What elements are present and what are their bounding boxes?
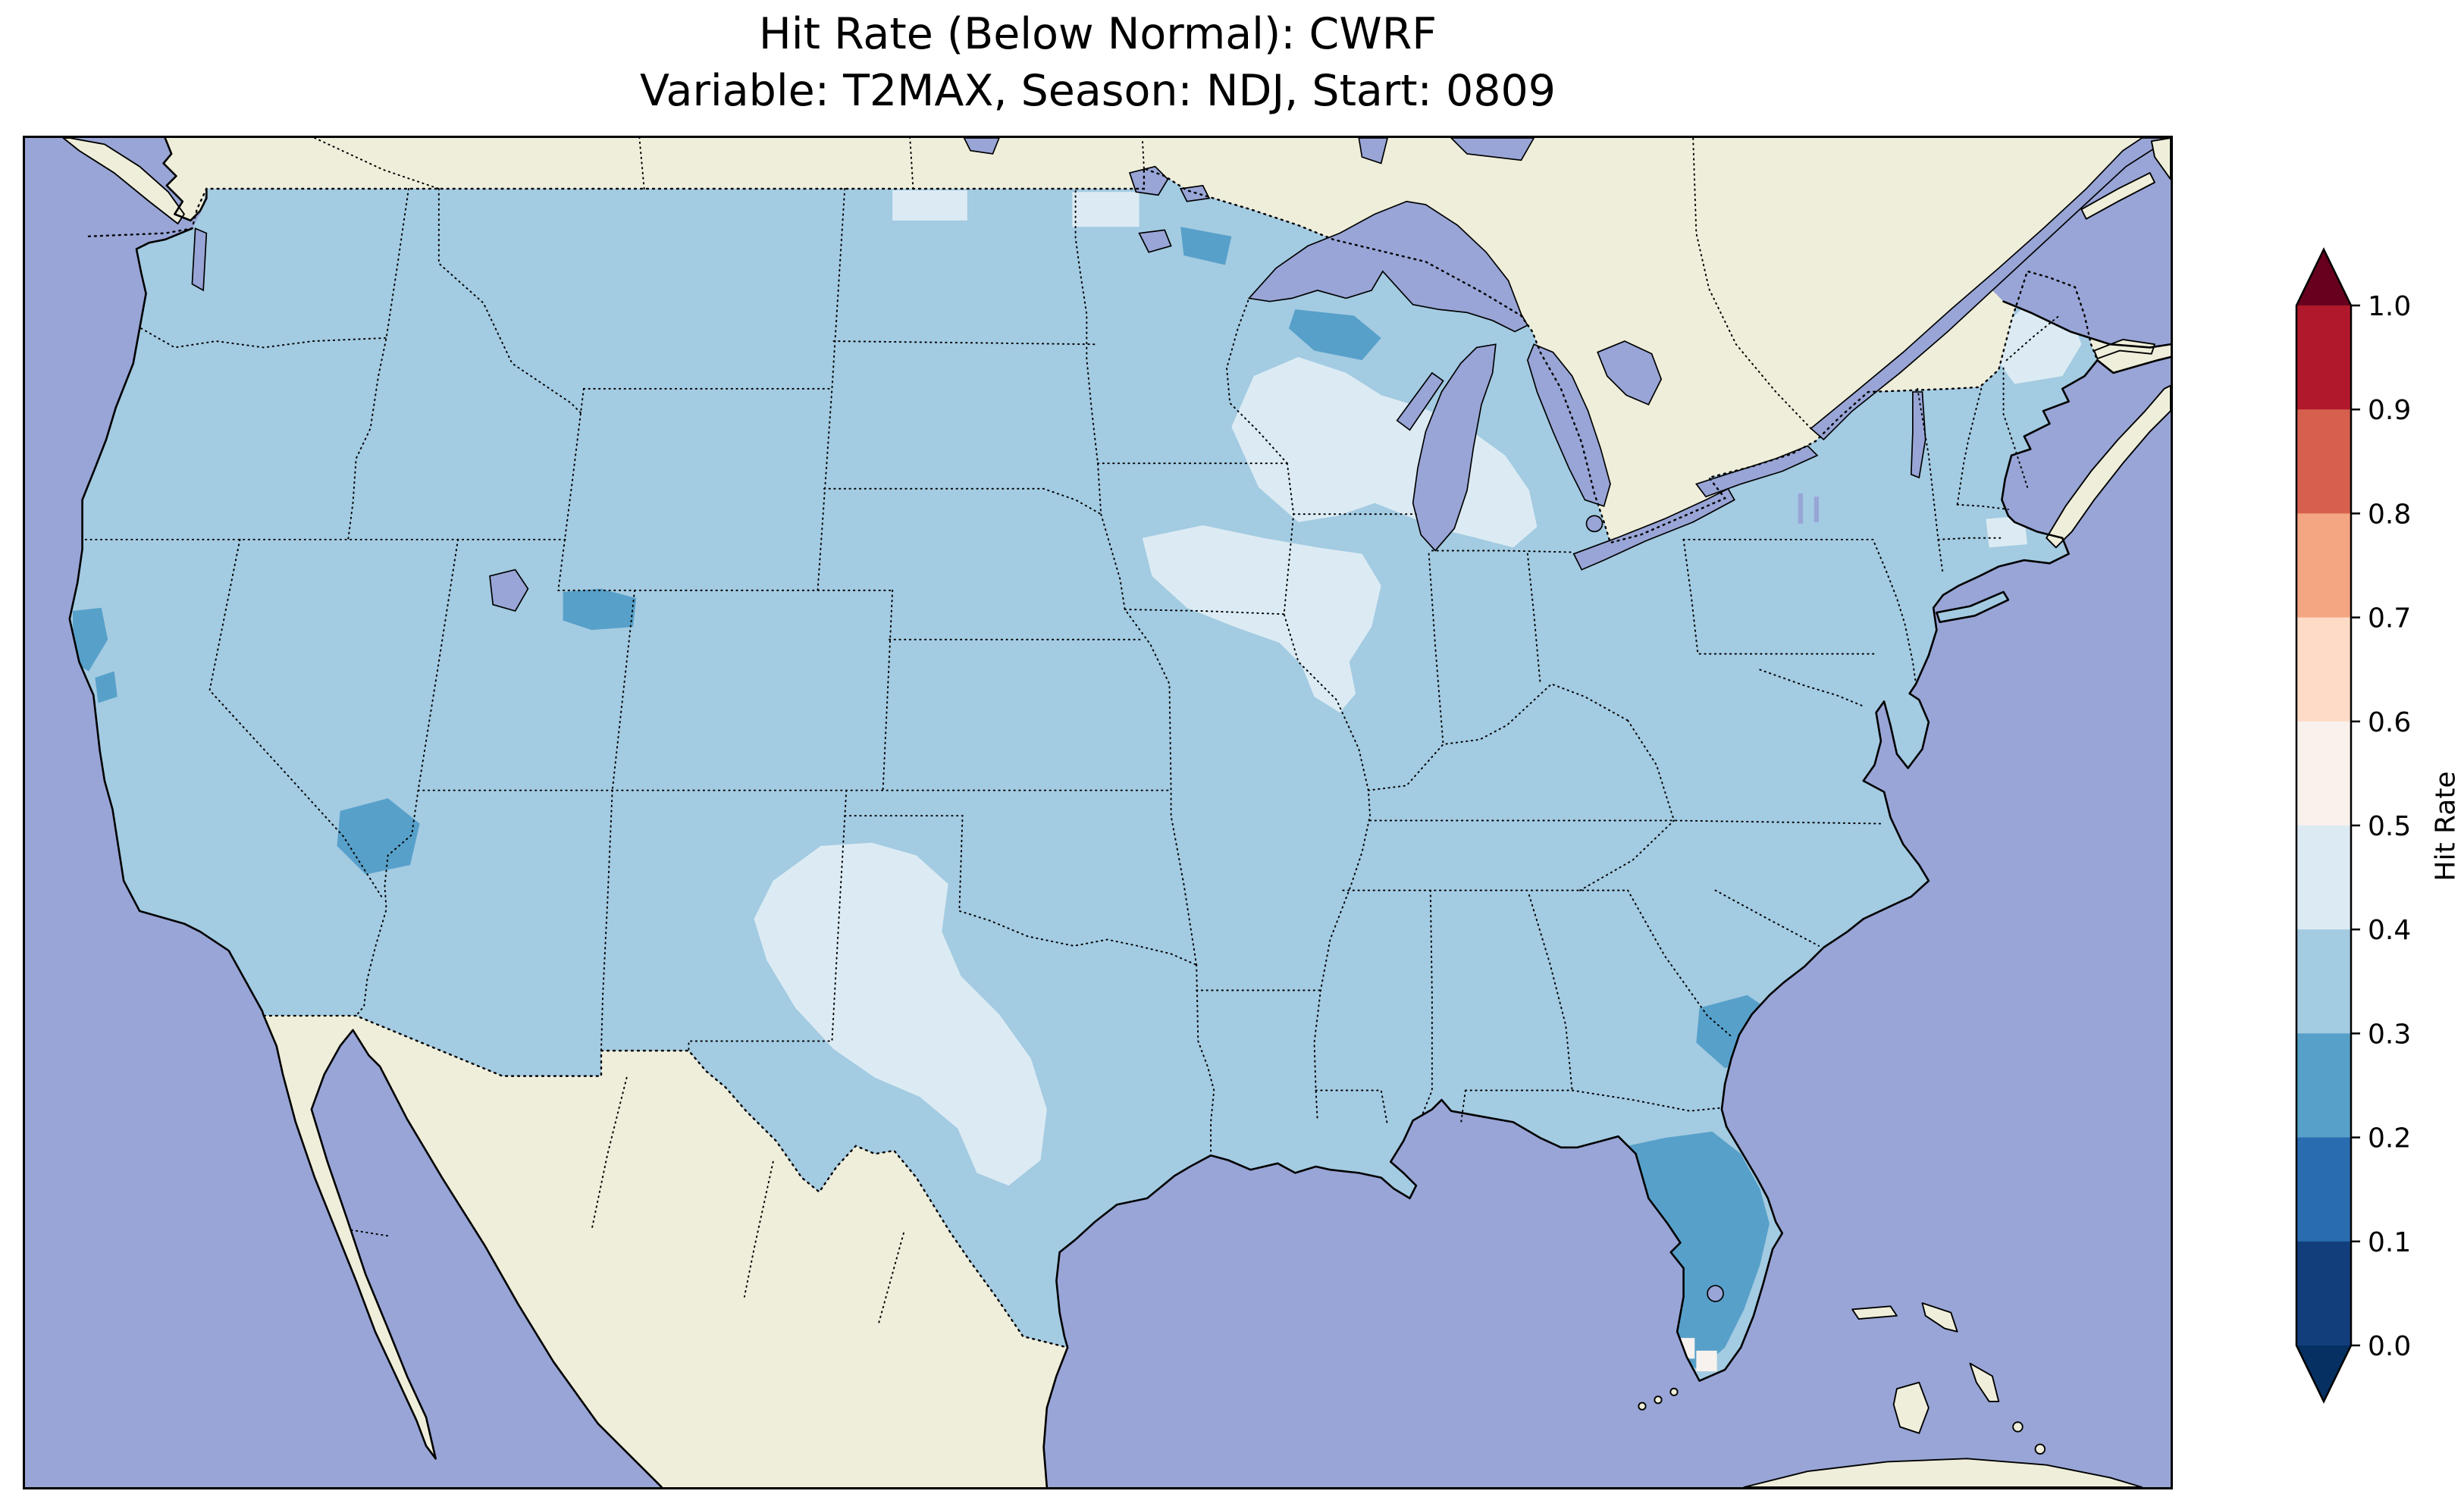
colorbar-tick-label: 0.1 <box>2368 1227 2411 1258</box>
nova-scotia <box>2045 384 2171 549</box>
colorbar-label: Hit Rate <box>2430 771 2462 882</box>
lake-superior <box>1247 200 1529 333</box>
anticosti-island <box>2080 172 2155 220</box>
colorbar-segment <box>2296 409 2351 514</box>
dark-patch-florida <box>1613 1131 1770 1370</box>
colorbar-arrow-over <box>2296 249 2351 305</box>
red-lake <box>1138 229 1172 253</box>
dark-patch-california-coast-2 <box>95 671 118 703</box>
finger-lake-1 <box>1798 493 1804 524</box>
title-line-2: Variable: T2MAX, Season: NDJ, Start: 080… <box>639 66 1556 117</box>
country-borders <box>87 166 2099 1348</box>
colorbar-segment <box>2296 1033 2351 1139</box>
colorbar-segment <box>2296 617 2351 722</box>
islands <box>62 138 2171 1487</box>
colorbar-segment <box>2296 825 2351 930</box>
cuba <box>1743 1458 2143 1487</box>
figure-title: Hit Rate (Below Normal): CWRF Variable: … <box>23 6 2173 120</box>
colorbar-tick-label: 0.8 <box>2368 499 2411 530</box>
pale-patch-texas <box>754 842 1047 1186</box>
dark-patch-california-coast-1 <box>72 607 108 672</box>
coastlines <box>68 138 2171 1487</box>
pale-patch-iowa-illinois <box>1142 525 1381 713</box>
us-hit-rate-map <box>25 138 2171 1487</box>
colorbar-segment <box>2296 1241 2351 1346</box>
bahama-cay-2 <box>2034 1443 2046 1455</box>
colorbar-tick-label: 0.5 <box>2368 811 2411 842</box>
andros <box>1892 1381 1930 1434</box>
colorbar-segment <box>2296 929 2351 1034</box>
georgian-bay <box>1597 340 1663 406</box>
us-mexico-border <box>262 1014 1069 1348</box>
colorbar-tick-label: 0.7 <box>2368 603 2411 634</box>
colorbar-tick-label: 1.0 <box>2368 291 2411 322</box>
mexico-landmass <box>263 1016 1068 1487</box>
newfoundland-corner <box>2150 138 2171 180</box>
great-lakes-and-inland-waters <box>191 138 2171 1302</box>
pale-patch-montana-border <box>892 190 967 221</box>
colorbar-arrow-under <box>2296 1345 2351 1402</box>
dark-patch-wyoming-utah <box>563 588 637 631</box>
eleuthera <box>1969 1362 2000 1402</box>
map-axes <box>23 136 2173 1489</box>
abaco <box>1921 1302 1958 1333</box>
colorbar-tick-label: 0.6 <box>2368 707 2411 738</box>
pale-patch-north-dakota-border <box>1072 192 1140 227</box>
colorbar-tick-label: 0.0 <box>2368 1331 2411 1362</box>
vancouver-island <box>62 138 185 225</box>
lake-st-clair <box>1585 515 1603 533</box>
colorbar-tick-label: 0.4 <box>2368 915 2411 946</box>
colorbar-tick-label: 0.9 <box>2368 395 2411 426</box>
florida-key-2 <box>1654 1395 1663 1405</box>
lake-michigan <box>1412 343 1497 552</box>
lake-huron <box>1526 343 1611 507</box>
us-hit-rate-field <box>69 169 2098 1381</box>
colorbar-tick-label: 0.3 <box>2368 1019 2411 1050</box>
colorbar-segment <box>2296 721 2351 826</box>
long-island <box>1936 591 2008 622</box>
grand-bahama <box>1851 1305 1898 1320</box>
prince-edward-island <box>2093 339 2155 360</box>
dark-patch-minnesota-border <box>1180 227 1232 265</box>
colorbar-segment <box>2296 1137 2351 1242</box>
st-lawrence-river <box>1810 138 2171 441</box>
dark-patch-upper-peninsula <box>1288 309 1381 361</box>
florida-key-3 <box>1638 1402 1647 1411</box>
colorbar: 1.0 0.9 0.8 0.7 0.6 0.5 0.4 0.3 0.2 0.1 0.0 <box>2295 247 2411 1404</box>
great-salt-lake <box>489 568 529 612</box>
colorbar-tick-label: 0.2 <box>2368 1123 2411 1154</box>
james-bay <box>1450 138 1535 161</box>
lake-nipigon <box>1358 138 1388 164</box>
lake-winnipeg-edge <box>963 138 1000 155</box>
white-cell-florida-2 <box>1696 1350 1717 1372</box>
state-borders <box>84 138 2061 1326</box>
colorbar-segment <box>2296 305 2351 410</box>
florida-key-1 <box>1669 1387 1679 1396</box>
colorbar-segment <box>2296 513 2351 619</box>
puget-sound <box>191 227 208 292</box>
dark-patch-nevada <box>337 798 420 875</box>
lake-okeechobee <box>1707 1285 1724 1302</box>
bahama-cay-1 <box>2012 1421 2024 1433</box>
title-line-1: Hit Rate (Below Normal): CWRF <box>758 9 1437 59</box>
canada-landmass <box>163 138 2171 543</box>
us-canada-border <box>87 166 2099 544</box>
finger-lake-2 <box>1814 496 1820 522</box>
green-bay <box>1396 371 1444 431</box>
